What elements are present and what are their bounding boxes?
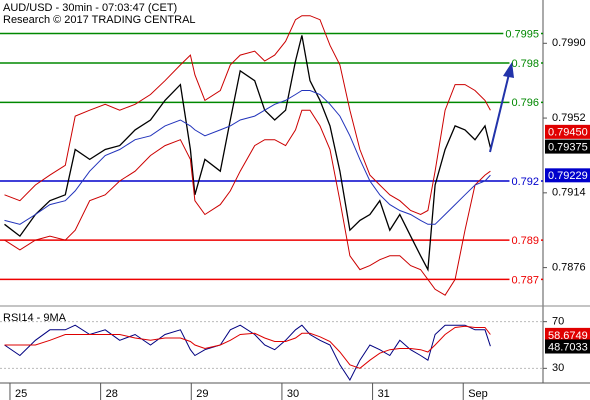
x-tick-label: 25 [15, 388, 27, 400]
y-tick-label: 0.7990 [552, 37, 586, 49]
series-line [4, 90, 491, 225]
value-marker-label: 0.79450 [548, 127, 588, 139]
x-tick-label: 31 [378, 388, 390, 400]
forecast-arrow [489, 73, 510, 153]
level-label: 0.798 [511, 58, 539, 70]
level-label-bg [509, 57, 541, 70]
level-label-bg [509, 274, 541, 287]
rsi-title: RSI14 - 9MA [3, 312, 67, 324]
y-tick-label: 70 [552, 316, 564, 328]
arrow-head [503, 62, 514, 78]
value-marker [545, 139, 590, 154]
plot: 0.7990 0.7952 0.7914 0.7876 0.7995 0.798 0.796… [0, 15, 590, 400]
level-label: 0.789 [511, 235, 539, 247]
value-marker-label: 58.6749 [548, 330, 588, 342]
level-label-bg [509, 175, 541, 188]
x-tick-label: 30 [287, 388, 299, 400]
value-marker [545, 124, 590, 139]
level-label: 0.787 [511, 274, 539, 286]
value-marker-label: 0.79375 [548, 142, 588, 154]
x-tick-label: 29 [196, 388, 208, 400]
level-label-bg [509, 97, 541, 110]
level-label-bg [503, 28, 541, 41]
x-tick-label: 28 [106, 388, 118, 400]
chart-subtitle: Research © 2017 TRADING CENTRAL [3, 14, 196, 26]
value-marker [545, 327, 590, 342]
chart-title: AUD/USD - 30min - 07:03:47 (CET) [3, 2, 177, 14]
series-line [4, 325, 491, 369]
value-marker-label: 0.79229 [548, 170, 588, 182]
value-marker-label: 48.7033 [548, 341, 588, 353]
y-tick-label: 0.7876 [552, 262, 586, 274]
y-tick-label: 0.7914 [552, 187, 586, 199]
series-line [4, 15, 491, 216]
level-label-bg [509, 234, 541, 247]
series-line [4, 35, 492, 272]
value-marker [545, 168, 590, 183]
level-label: 0.7995 [505, 28, 539, 40]
series-line [4, 324, 491, 381]
value-marker [545, 339, 590, 354]
y-tick-label: 0.7952 [552, 112, 586, 124]
series-line [4, 109, 491, 296]
level-label: 0.796 [511, 97, 539, 109]
x-tick-label: Sep [468, 388, 488, 400]
y-tick-label: 30 [552, 362, 564, 374]
level-label: 0.792 [511, 176, 539, 188]
